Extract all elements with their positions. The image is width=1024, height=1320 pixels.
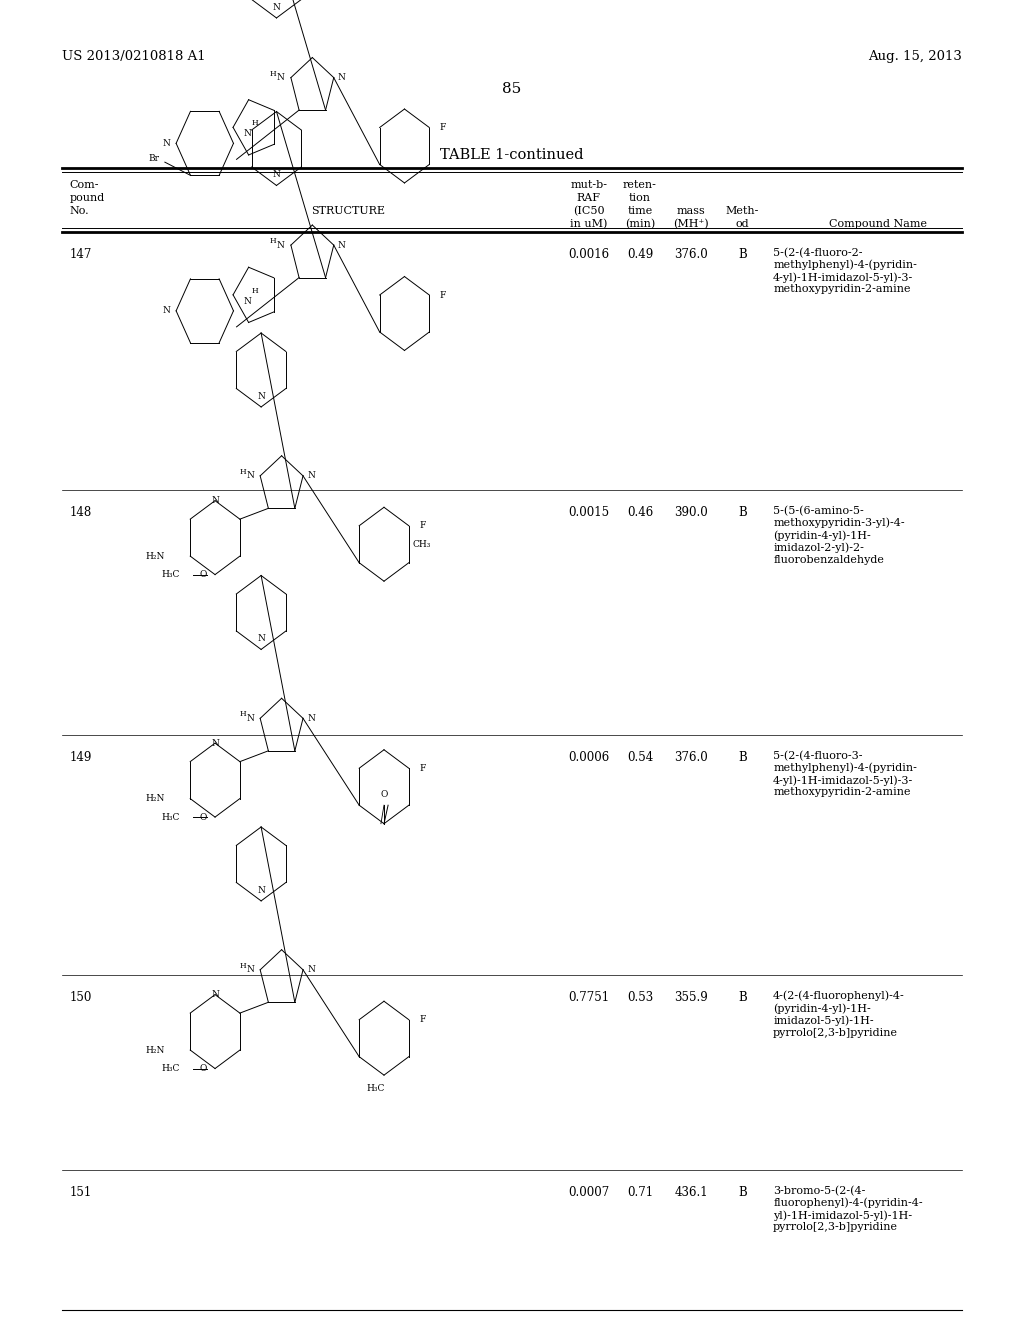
Text: time: time <box>628 206 652 216</box>
Text: N: N <box>307 714 315 723</box>
Text: B: B <box>738 1185 746 1199</box>
Text: N: N <box>338 73 346 82</box>
Text: pound: pound <box>70 193 104 203</box>
Text: H₃C: H₃C <box>162 570 180 579</box>
Text: Com-: Com- <box>70 180 99 190</box>
Text: N: N <box>211 496 219 506</box>
Text: O: O <box>200 1064 207 1073</box>
Text: F: F <box>419 521 425 531</box>
Text: RAF: RAF <box>577 193 601 203</box>
Text: Meth-: Meth- <box>726 206 759 216</box>
Text: (MH⁺): (MH⁺) <box>674 219 709 230</box>
Text: H₃C: H₃C <box>162 813 180 821</box>
Text: mass: mass <box>677 206 706 216</box>
Text: B: B <box>738 991 746 1003</box>
Text: mut-b-: mut-b- <box>570 180 607 190</box>
Text: N: N <box>246 965 254 974</box>
Text: N: N <box>162 139 170 148</box>
Text: H: H <box>240 710 246 718</box>
Text: 390.0: 390.0 <box>675 506 708 519</box>
Text: N: N <box>257 635 265 643</box>
Text: STRUCTURE: STRUCTURE <box>311 206 385 216</box>
Text: 0.46: 0.46 <box>627 506 653 519</box>
Text: 0.0015: 0.0015 <box>568 506 609 519</box>
Text: O: O <box>200 813 207 821</box>
Text: 0.0016: 0.0016 <box>568 248 609 261</box>
Text: (min): (min) <box>625 219 655 230</box>
Text: B: B <box>738 751 746 764</box>
Text: N: N <box>276 240 285 249</box>
Text: 5-(2-(4-fluoro-2-
methylphenyl)-4-(pyridin-
4-yl)-1H-imidazol-5-yl)-3-
methoxypy: 5-(2-(4-fluoro-2- methylphenyl)-4-(pyrid… <box>773 248 918 294</box>
Text: 5-(5-(6-amino-5-
methoxypyridin-3-yl)-4-
(pyridin-4-yl)-1H-
imidazol-2-yl)-2-
fl: 5-(5-(6-amino-5- methoxypyridin-3-yl)-4-… <box>773 506 905 565</box>
Text: 0.7751: 0.7751 <box>568 991 609 1003</box>
Text: H₃C: H₃C <box>367 1084 385 1093</box>
Text: 4-(2-(4-fluorophenyl)-4-
(pyridin-4-yl)-1H-
imidazol-5-yl)-1H-
pyrrolo[2,3-b]pyr: 4-(2-(4-fluorophenyl)-4- (pyridin-4-yl)-… <box>773 991 905 1038</box>
Text: H: H <box>240 962 246 970</box>
Text: Aug. 15, 2013: Aug. 15, 2013 <box>867 50 962 63</box>
Text: (IC50: (IC50 <box>573 206 604 216</box>
Text: 3-bromo-5-(2-(4-
fluorophenyl)-4-(pyridin-4-
yl)-1H-imidazol-5-yl)-1H-
pyrrolo[2: 3-bromo-5-(2-(4- fluorophenyl)-4-(pyridi… <box>773 1185 923 1233</box>
Text: F: F <box>419 764 425 772</box>
Text: 0.49: 0.49 <box>627 248 653 261</box>
Text: 150: 150 <box>70 991 92 1003</box>
Text: 436.1: 436.1 <box>675 1185 708 1199</box>
Text: H₃C: H₃C <box>162 1064 180 1073</box>
Text: N: N <box>244 129 251 139</box>
Text: in uM): in uM) <box>570 219 607 230</box>
Text: 0.53: 0.53 <box>627 991 653 1003</box>
Text: B: B <box>738 506 746 519</box>
Text: H₂N: H₂N <box>145 1045 165 1055</box>
Text: N: N <box>246 714 254 723</box>
Text: TABLE 1-continued: TABLE 1-continued <box>440 148 584 162</box>
Text: F: F <box>439 123 445 132</box>
Text: N: N <box>246 471 254 480</box>
Text: F: F <box>419 1015 425 1024</box>
Text: N: N <box>307 965 315 974</box>
Text: 0.0007: 0.0007 <box>568 1185 609 1199</box>
Text: 376.0: 376.0 <box>675 248 708 261</box>
Text: 148: 148 <box>70 506 92 519</box>
Text: H: H <box>252 119 258 128</box>
Text: O: O <box>200 570 207 579</box>
Text: 0.54: 0.54 <box>627 751 653 764</box>
Text: CH₃: CH₃ <box>413 540 431 549</box>
Text: N: N <box>272 170 281 180</box>
Text: 5-(2-(4-fluoro-3-
methylphenyl)-4-(pyridin-
4-yl)-1H-imidazol-5-yl)-3-
methoxypy: 5-(2-(4-fluoro-3- methylphenyl)-4-(pyrid… <box>773 751 918 797</box>
Text: O: O <box>380 791 388 799</box>
Text: 147: 147 <box>70 248 92 261</box>
Text: tion: tion <box>629 193 651 203</box>
Text: N: N <box>257 392 265 401</box>
Text: H: H <box>240 467 246 477</box>
Text: H: H <box>252 286 258 294</box>
Text: H: H <box>270 70 276 78</box>
Text: B: B <box>738 248 746 261</box>
Text: Br: Br <box>148 153 160 162</box>
Text: od: od <box>735 219 750 230</box>
Text: 149: 149 <box>70 751 92 764</box>
Text: H: H <box>270 238 276 246</box>
Text: N: N <box>307 471 315 480</box>
Text: N: N <box>338 240 346 249</box>
Text: 376.0: 376.0 <box>675 751 708 764</box>
Text: 0.71: 0.71 <box>627 1185 653 1199</box>
Text: N: N <box>162 306 170 315</box>
Text: F: F <box>439 290 445 300</box>
Text: N: N <box>244 297 251 306</box>
Text: N: N <box>257 886 265 895</box>
Text: US 2013/0210818 A1: US 2013/0210818 A1 <box>62 50 206 63</box>
Text: reten-: reten- <box>623 180 657 190</box>
Text: No.: No. <box>70 206 89 216</box>
Text: N: N <box>211 990 219 999</box>
Text: 151: 151 <box>70 1185 92 1199</box>
Text: 85: 85 <box>503 82 521 96</box>
Text: N: N <box>276 73 285 82</box>
Text: 355.9: 355.9 <box>675 991 708 1003</box>
Text: Compound Name: Compound Name <box>828 219 927 230</box>
Text: 0.0006: 0.0006 <box>568 751 609 764</box>
Text: H₂N: H₂N <box>145 552 165 561</box>
Text: N: N <box>272 3 281 12</box>
Text: H₂N: H₂N <box>145 795 165 803</box>
Text: N: N <box>211 739 219 747</box>
